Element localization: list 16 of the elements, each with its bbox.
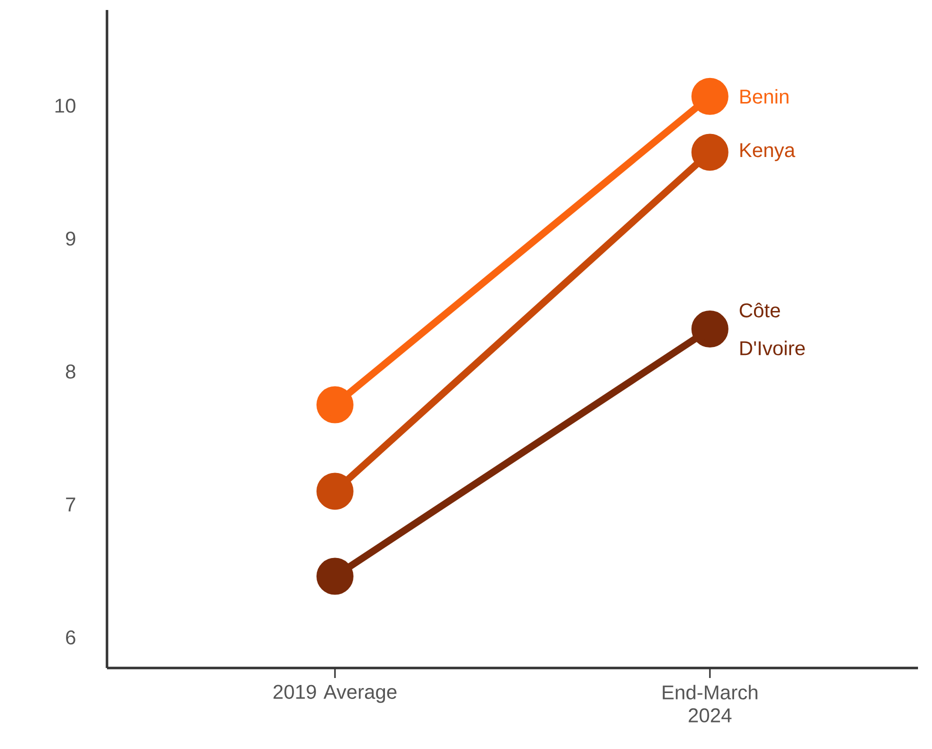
y-tick-label: 10 xyxy=(56,98,76,113)
legend-label: Côte D'Ivoire xyxy=(740,302,805,356)
x-tick-label: End-March 2024 xyxy=(662,684,758,722)
y-tick-label: 9 xyxy=(66,232,76,246)
legend-label: Kenya xyxy=(740,143,796,162)
y-tick-label: 6 xyxy=(66,630,76,644)
y-tick-label: 7 xyxy=(66,498,76,512)
legend-label: Benin xyxy=(740,89,788,104)
point xyxy=(691,310,728,348)
y-tick-label: 8 xyxy=(66,364,76,379)
point xyxy=(316,472,354,510)
x-tick-label: 2019 Average xyxy=(274,684,396,703)
point xyxy=(691,134,728,171)
point xyxy=(316,558,354,595)
point xyxy=(691,78,728,115)
point xyxy=(316,386,354,424)
